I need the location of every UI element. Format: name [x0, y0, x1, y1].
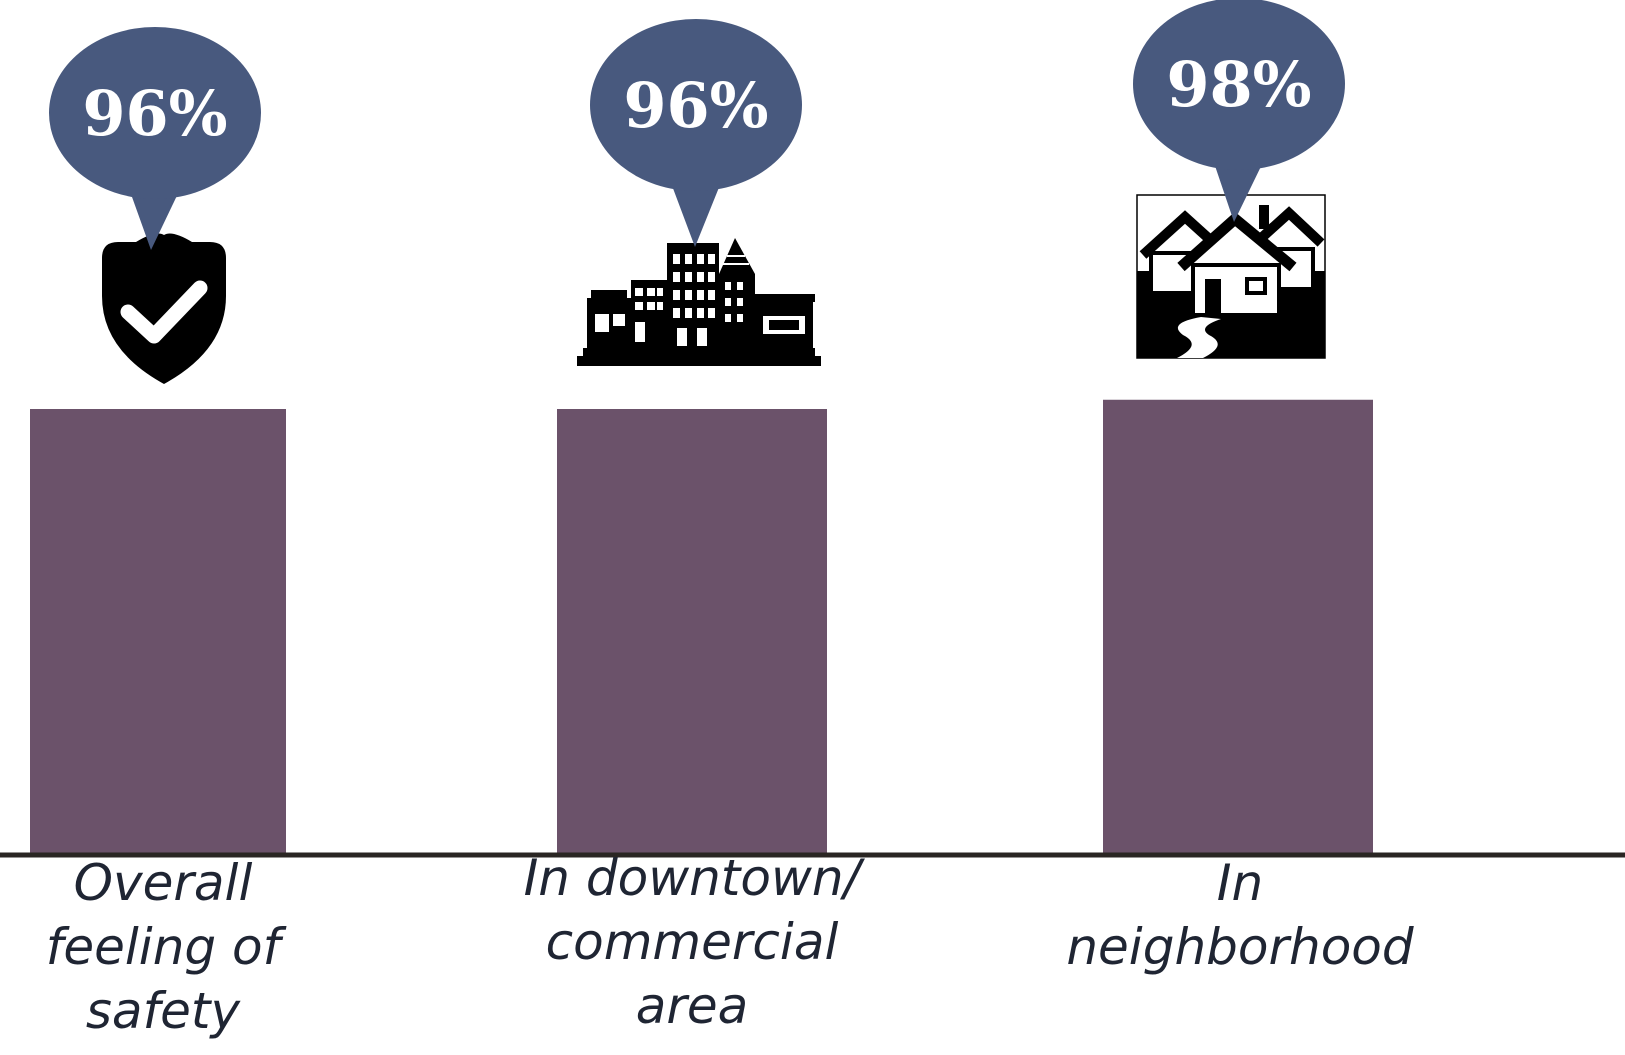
x-tick-label-2-line-2: commercial	[546, 913, 839, 971]
x-tick-label-2-line-3: area	[636, 977, 749, 1035]
data-label-bubble-1: 96%	[49, 27, 261, 250]
neighborhood-houses-icon	[1136, 194, 1326, 359]
data-label-1: 96%	[82, 77, 227, 150]
bars-group	[30, 399, 1373, 853]
data-label-2: 96%	[623, 69, 768, 142]
data-labels-group: 96% 96% 98%	[49, 0, 1345, 250]
data-label-bubble-3: 98%	[1133, 0, 1345, 222]
x-tick-labels-group: Overall feeling of safety In downtown/comme…	[46, 849, 1414, 1040]
downtown-buildings-icon	[577, 238, 821, 366]
data-label-3: 98%	[1166, 48, 1311, 121]
data-label-bubble-2: 96%	[590, 19, 802, 247]
x-tick-label-3-line-2: neighborhood	[1066, 918, 1414, 976]
shield-check-icon	[102, 233, 226, 384]
x-tick-label-1-line-3: safety	[86, 982, 242, 1040]
x-tick-label-2-line-1: In downtown/	[524, 849, 866, 907]
x-tick-label-3-line-1: In	[1217, 854, 1263, 912]
x-tick-label-1-line-2: feeling of	[46, 918, 287, 976]
x-tick-label-1-line-1: Overall	[74, 854, 253, 912]
bar-2	[557, 409, 827, 853]
bar-3	[1103, 399, 1373, 853]
bar-1	[30, 409, 286, 853]
